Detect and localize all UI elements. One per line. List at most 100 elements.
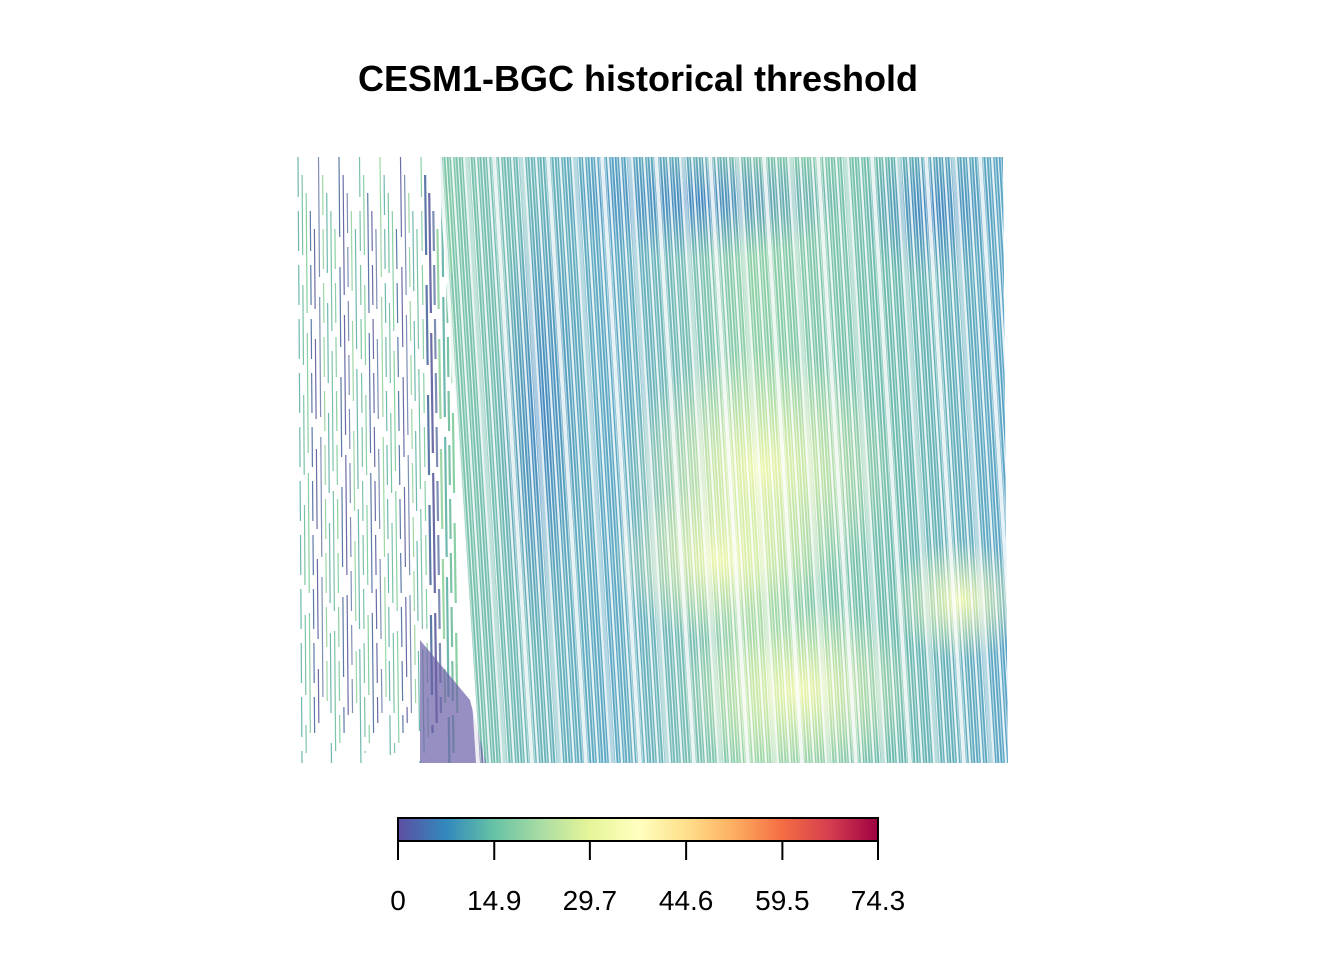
raster-gap-stripe — [730, 157, 770, 763]
raster-gap-stripe — [529, 157, 569, 763]
raster-gap-stripe — [726, 157, 768, 763]
raster-gap-stripe — [796, 157, 836, 763]
raster-gap-stripe — [589, 157, 629, 763]
raster-gap-stripe — [988, 157, 1008, 763]
raster-column-strip — [371, 210, 379, 724]
raster-column-strip — [354, 228, 362, 763]
raster-gap-stripe — [618, 157, 660, 763]
raster-gap-stripe — [735, 157, 777, 763]
raster-gap-stripe — [760, 157, 800, 763]
raster-column-strip — [424, 174, 434, 734]
raster-gap-stripe — [924, 157, 966, 763]
raster-gap-stripe — [868, 157, 908, 763]
raster-gap-stripe — [970, 157, 1008, 763]
raster-column-strip — [383, 174, 392, 763]
raster-gap-stripe — [532, 157, 572, 763]
raster-gap-stripe — [906, 157, 948, 763]
raster-gap-stripe — [913, 157, 953, 763]
raster-gap-stripe — [598, 157, 638, 763]
raster-gap-stripe — [438, 157, 480, 763]
raster-gap-stripe — [586, 157, 626, 763]
raster-column-strip — [301, 174, 307, 754]
raster-column-strip — [436, 228, 447, 704]
raster-gap-stripe — [562, 157, 602, 763]
raster-gap-stripe — [474, 157, 516, 763]
raster-gap-stripe — [894, 157, 936, 763]
raster-gap-stripe — [553, 157, 593, 763]
raster-gap-stripe — [630, 157, 672, 763]
raster-gap-stripe — [832, 157, 872, 763]
raster-gap-stripe — [976, 157, 1008, 763]
raster-column-strip — [358, 157, 366, 754]
raster-column-strip — [297, 157, 303, 763]
raster-gap-stripe — [448, 157, 488, 763]
raster-gap-stripe — [856, 157, 896, 763]
raster-gap-stripe — [465, 157, 507, 763]
raster-gap-stripe — [505, 157, 545, 763]
raster-gap-stripe — [882, 157, 924, 763]
raster-gap-stripe — [490, 157, 530, 763]
raster-gap-stripe — [613, 157, 653, 763]
colorbar-tick-label: 14.9 — [467, 885, 522, 916]
raster-gap-stripe — [738, 157, 780, 763]
raster-column-strip — [313, 228, 320, 724]
raster-gap-stripe — [870, 157, 912, 763]
raster-gap-stripe — [510, 157, 552, 763]
raster-gap-stripe — [958, 157, 998, 763]
raster-gap-stripe — [678, 157, 720, 763]
raster-gap-stripe — [694, 157, 734, 763]
raster-gap-stripe — [469, 157, 509, 763]
raster-gap-stripe — [610, 157, 650, 763]
raster-gap-stripe — [853, 157, 893, 763]
raster-gap-stripe — [978, 157, 1008, 763]
raster-gap-stripe — [450, 157, 492, 763]
raster-column-strip — [317, 157, 324, 714]
raster-gap-stripe — [472, 157, 512, 763]
raster-column-strip — [322, 174, 328, 704]
raster-gap-stripe — [676, 157, 716, 763]
raster-gap-stripe — [748, 157, 788, 763]
raster-column-strip — [305, 192, 312, 744]
raster-gap-stripe — [990, 157, 1008, 763]
raster-column-strip — [346, 192, 354, 714]
raster-column-strip — [391, 210, 400, 744]
raster-gap-stripe — [517, 157, 557, 763]
raster-gap-stripe — [816, 157, 858, 763]
raster-low-corner — [420, 640, 486, 763]
raster-gap-stripe — [508, 157, 548, 763]
raster-gap-stripe — [886, 157, 926, 763]
raster-gap-stripe — [718, 157, 758, 763]
raster-gap-stripes — [438, 157, 1008, 763]
raster-gap-stripe — [810, 157, 852, 763]
raster-column-strip — [342, 174, 349, 724]
raster-gap-stripe — [606, 157, 648, 763]
raster-gap-stripe — [654, 157, 696, 763]
raster-gap-stripe — [754, 157, 794, 763]
raster-gap-stripe — [826, 157, 866, 763]
raster-gap-stripe — [637, 157, 677, 763]
raster-gap-stripe — [690, 157, 732, 763]
raster-column-strip — [367, 192, 375, 734]
raster-gap-stripe — [745, 157, 785, 763]
raster-gap-stripe — [789, 157, 831, 763]
raster-gap-stripe — [742, 157, 782, 763]
raster-gap-stripe — [646, 157, 686, 763]
raster-column-strip — [412, 210, 421, 763]
colorbar-tick-label: 29.7 — [563, 885, 618, 916]
raster-gap-stripe — [910, 157, 950, 763]
raster-column-strip — [375, 228, 383, 714]
raster-gap-stripe — [829, 157, 869, 763]
raster-gap-stripe — [534, 157, 576, 763]
raster-gap-stripe — [706, 157, 746, 763]
raster-gap-stripe — [481, 157, 521, 763]
raster-column-strip — [395, 228, 404, 734]
raster-gap-stripe — [769, 157, 809, 763]
raster-column-strip — [309, 210, 316, 734]
raster-gap-stripe — [841, 157, 881, 763]
raster-gap-stripe — [904, 157, 944, 763]
raster-gap-stripe — [649, 157, 689, 763]
raster-gap-stripe — [940, 157, 980, 763]
raster-gap-stripe — [985, 157, 1008, 763]
